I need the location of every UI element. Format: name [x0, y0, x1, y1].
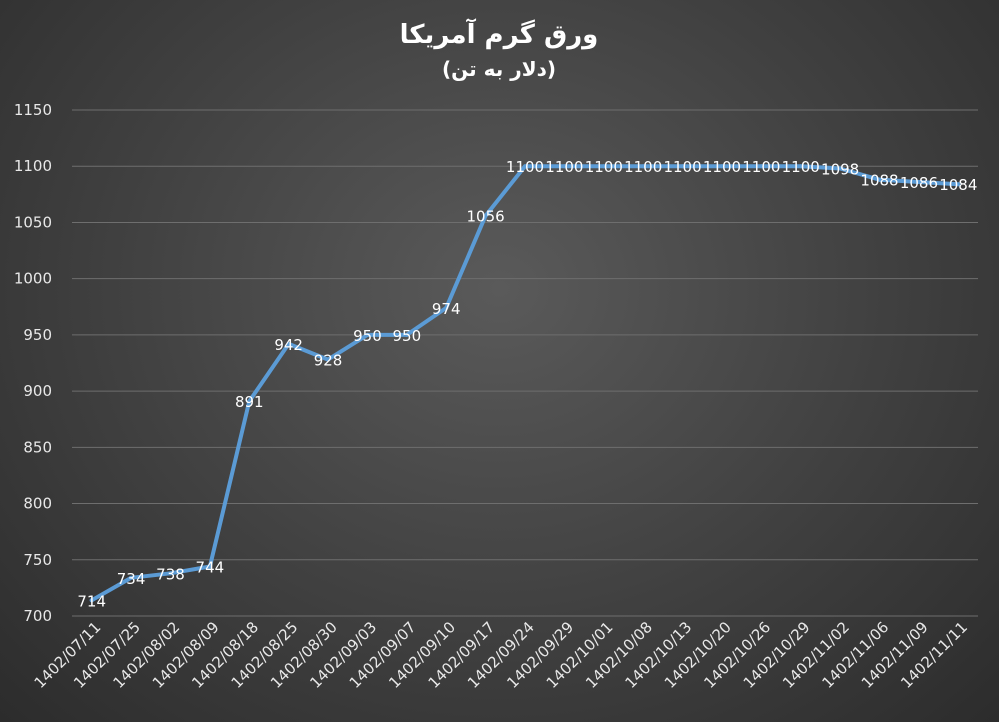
- data-label: 1088: [860, 172, 898, 190]
- y-tick-label: 750: [23, 551, 52, 569]
- data-label: 1100: [742, 158, 780, 176]
- data-label: 744: [196, 559, 225, 577]
- data-label: 928: [314, 352, 343, 370]
- data-label: 714: [77, 592, 106, 610]
- data-point: [798, 164, 803, 169]
- data-point: [89, 598, 94, 603]
- data-point: [129, 575, 134, 580]
- series-line-0: [89, 164, 961, 603]
- chart-title: ورق گرم آمریکا: [400, 18, 599, 50]
- data-label: 1056: [467, 208, 505, 226]
- data-point: [877, 177, 882, 182]
- y-tick-label: 700: [23, 607, 52, 625]
- data-label: 1100: [545, 158, 583, 176]
- data-label: 1100: [663, 158, 701, 176]
- data-point: [247, 399, 252, 404]
- data-point: [759, 164, 764, 169]
- data-point: [444, 305, 449, 310]
- data-label: 942: [274, 336, 303, 354]
- data-label: 1100: [782, 158, 820, 176]
- data-point: [680, 164, 685, 169]
- data-point: [601, 164, 606, 169]
- y-tick-label: 900: [23, 382, 52, 400]
- data-point: [207, 564, 212, 569]
- data-label: 891: [235, 393, 264, 411]
- data-point: [719, 164, 724, 169]
- data-point: [641, 164, 646, 169]
- data-point: [483, 213, 488, 218]
- data-label: 974: [432, 300, 461, 318]
- chart-subtitle: (دلار به تن): [442, 57, 556, 81]
- data-point: [916, 179, 921, 184]
- y-tick-label: 850: [23, 438, 52, 456]
- y-tick-label: 1050: [14, 213, 52, 231]
- data-label: 1098: [821, 160, 859, 178]
- data-label: 1086: [900, 174, 938, 192]
- data-label: 1100: [703, 158, 741, 176]
- y-tick-label: 1100: [14, 157, 52, 175]
- y-tick-label: 800: [23, 495, 52, 513]
- data-label: 950: [393, 327, 422, 345]
- y-tick-label: 950: [23, 326, 52, 344]
- data-point: [562, 164, 567, 169]
- data-label: 1084: [939, 176, 977, 194]
- data-point: [365, 332, 370, 337]
- data-point: [404, 332, 409, 337]
- data-label: 734: [117, 570, 146, 588]
- y-tick-label: 1150: [14, 101, 52, 119]
- data-label: 1100: [624, 158, 662, 176]
- data-point: [168, 571, 173, 576]
- data-point: [326, 357, 331, 362]
- gridlines: [72, 109, 978, 617]
- data-point: [956, 182, 961, 187]
- data-label: 1100: [585, 158, 623, 176]
- y-axis-ticks: 700 750 800 850 900 950 1000 1050 1100 1150: [14, 101, 52, 625]
- x-axis-ticks: 1402/07/111402/07/251402/08/021402/08/09…: [31, 618, 971, 692]
- data-label: 738: [156, 565, 185, 583]
- series-line-layer: [89, 164, 961, 603]
- data-point: [286, 341, 291, 346]
- data-label: 1100: [506, 158, 544, 176]
- data-label: 950: [353, 327, 382, 345]
- y-tick-label: 1000: [14, 270, 52, 288]
- data-point: [523, 164, 527, 169]
- data-point: [838, 166, 843, 171]
